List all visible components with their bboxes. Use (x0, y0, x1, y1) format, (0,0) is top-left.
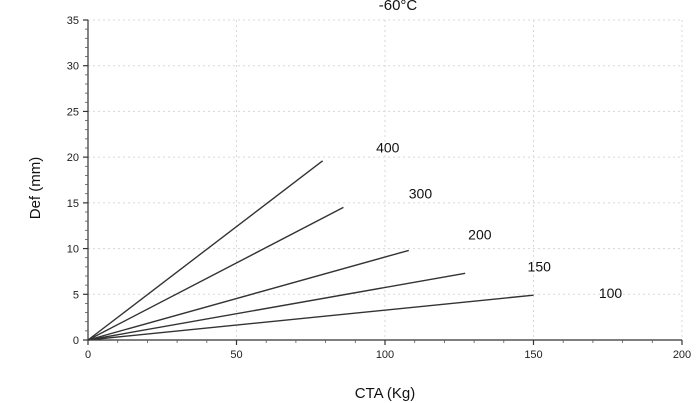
y-tick-label: 10 (67, 244, 79, 256)
y-tick-label: 25 (67, 106, 79, 118)
series-label-150: 150 (528, 258, 552, 274)
x-tick-label: 100 (376, 349, 394, 361)
grid (88, 20, 682, 340)
x-tick-label: 150 (524, 349, 542, 361)
series-line-150 (88, 273, 465, 340)
y-tick-label: 20 (67, 152, 79, 164)
series-line-100 (88, 295, 534, 340)
series-line-400 (88, 161, 323, 340)
series-label-300: 300 (409, 185, 433, 201)
series-label-400: 400 (376, 140, 400, 156)
series-label-100: 100 (599, 285, 623, 301)
y-axis-title: Def (mm) (27, 157, 44, 220)
x-tick-label: 50 (230, 349, 242, 361)
x-axis-title: CTA (Kg) (355, 385, 416, 402)
y-tick-label: 15 (67, 198, 79, 210)
series-group (88, 161, 534, 340)
series-labels: 400 300 200 150 100 (376, 140, 622, 301)
chart-title: -60°C (379, 0, 418, 14)
tick-labels: 0 50 100 150 200 0 5 10 15 20 25 30 35 (67, 15, 691, 361)
series-label-200: 200 (468, 226, 492, 242)
x-tick-label: 200 (673, 349, 691, 361)
x-tick-label: 0 (85, 349, 91, 361)
y-tick-label: 0 (73, 335, 79, 347)
y-tick-label: 30 (67, 61, 79, 73)
series-line-300 (88, 207, 343, 340)
series-line-200 (88, 250, 409, 340)
y-tick-label: 35 (67, 15, 79, 27)
y-tick-label: 5 (73, 289, 79, 301)
